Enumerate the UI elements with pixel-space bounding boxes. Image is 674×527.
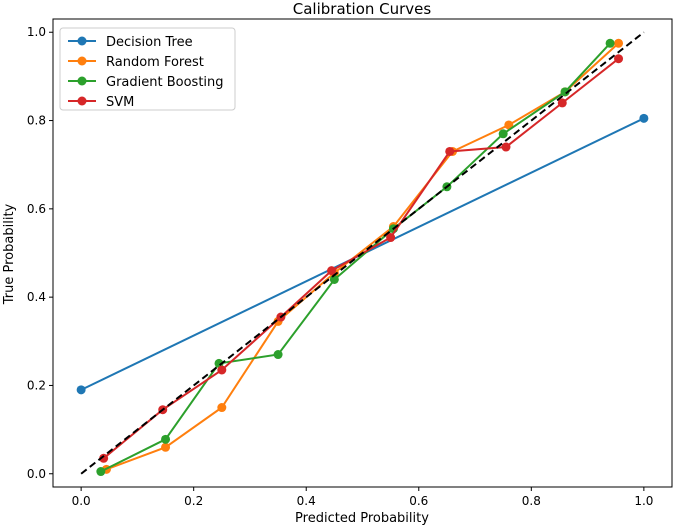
random-forest-line xyxy=(106,42,620,471)
svm-point xyxy=(501,142,511,152)
legend-random-forest-marker xyxy=(77,56,87,66)
random-forest-point xyxy=(161,442,171,452)
x-tick-label: 0.4 xyxy=(297,494,316,508)
legend-random-forest-label: Random Forest xyxy=(106,55,204,70)
x-axis-label: Predicted Probability xyxy=(295,511,429,526)
gradient-boosting-point xyxy=(560,87,570,97)
y-tick-label: 0.4 xyxy=(27,290,46,304)
gradient-boosting-point xyxy=(605,38,615,48)
gradient-boosting-point xyxy=(273,350,283,360)
x-tick-label: 0.8 xyxy=(522,494,541,508)
gradient-boosting-point xyxy=(96,467,106,477)
y-tick-label: 0.2 xyxy=(27,378,46,392)
legend-gradient-boosting-marker xyxy=(77,76,87,86)
svm-point xyxy=(386,233,396,243)
decision-tree-point xyxy=(76,385,86,395)
random-forest-point xyxy=(504,120,514,130)
gradient-boosting-line xyxy=(100,42,611,473)
svm-point xyxy=(327,266,337,276)
x-tick-label: 0.6 xyxy=(409,494,428,508)
legend-decision-tree-marker xyxy=(77,36,87,46)
random-forest-point xyxy=(217,403,227,413)
y-tick-label: 1.0 xyxy=(27,25,46,39)
svm-point xyxy=(99,453,109,463)
legend-svm-marker xyxy=(77,96,87,106)
y-tick-label: 0.6 xyxy=(27,202,46,216)
gradient-boosting-point xyxy=(329,274,339,284)
random-forest-point xyxy=(614,38,624,48)
perfect-calibration-line xyxy=(80,31,645,475)
gradient-boosting-point xyxy=(498,129,508,139)
axes-frame xyxy=(52,18,673,488)
legend-box xyxy=(59,27,236,111)
plot-area: 0.0 0.2 0.4 0.6 0.8 1.0 0.0 0.2 0.4 0.6 0.8 1.0 Deci… xyxy=(27,18,673,508)
svm-point xyxy=(614,54,624,64)
x-tick-label: 0.2 xyxy=(184,494,203,508)
decision-tree-point xyxy=(639,113,649,123)
legend-gradient-boosting-label: Gradient Boosting xyxy=(106,75,224,90)
y-tick-label: 0.0 xyxy=(27,467,46,481)
svm-point xyxy=(445,146,455,156)
svm-point xyxy=(217,365,227,375)
svm-line xyxy=(102,57,620,460)
y-axis-label: True Probability xyxy=(2,203,17,305)
x-tick-label: 1.0 xyxy=(634,494,653,508)
x-tick-label: 0.0 xyxy=(72,494,91,508)
legend-svm-label: SVM xyxy=(106,95,134,110)
gradient-boosting-point xyxy=(161,434,171,444)
legend: Decision Tree Random Forest Gradient Boost… xyxy=(59,27,236,111)
y-tick-label: 0.8 xyxy=(27,114,46,128)
svm-point xyxy=(557,98,567,108)
legend-decision-tree-label: Decision Tree xyxy=(106,35,193,50)
chart-title: Calibration Curves xyxy=(293,0,432,18)
